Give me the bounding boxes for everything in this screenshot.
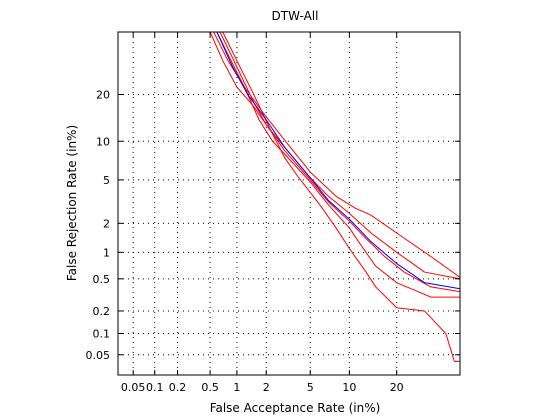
series-layer (209, 32, 460, 362)
y-tick-label: 10 (96, 135, 110, 148)
series-line-average (216, 32, 460, 290)
y-tick-label: 5 (103, 174, 110, 187)
x-tick-label: 2 (263, 381, 270, 394)
series-line-individual (209, 32, 460, 280)
x-tick-label: 0.1 (146, 381, 164, 394)
chart-title: DTW-All (272, 9, 319, 23)
x-tick-label: 0.2 (169, 381, 187, 394)
plot-frame (117, 31, 461, 376)
series-line-individual (213, 32, 460, 278)
series-line-individual (216, 32, 460, 298)
y-tick-label: 20 (96, 89, 110, 102)
x-tick-label: 5 (307, 381, 314, 394)
x-axis-label: False Acceptance Rate (in%) (210, 401, 381, 415)
x-tick-label: 0.05 (121, 381, 146, 394)
x-tick-label: 10 (342, 381, 356, 394)
y-tick-label: 2 (103, 217, 110, 230)
y-tick-label: 0.05 (86, 349, 111, 362)
series-line-individual (222, 32, 460, 362)
y-axis-label: False Rejection Rate (in%) (65, 125, 79, 281)
y-tick-label: 0.2 (93, 305, 111, 318)
x-tick-label: 1 (233, 381, 240, 394)
y-tick-label: 1 (103, 246, 110, 259)
x-tick-label: 0.5 (201, 381, 219, 394)
y-tick-label: 0.5 (93, 273, 111, 286)
y-tick-label: 0.1 (93, 327, 111, 340)
grid (118, 32, 460, 375)
x-tick-label: 20 (390, 381, 404, 394)
